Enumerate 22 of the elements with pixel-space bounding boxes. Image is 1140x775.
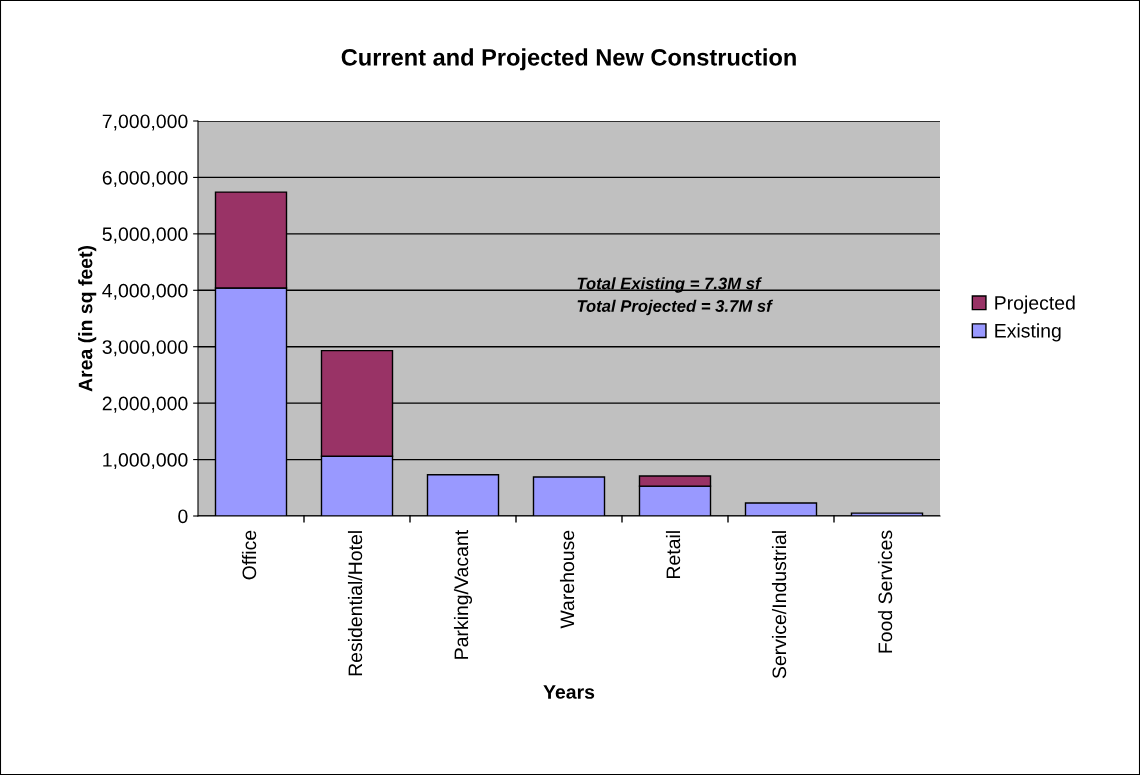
- x-tick-label: Food Services: [877, 530, 893, 653]
- annotation: Total Existing = 7.3M sf: [577, 277, 762, 293]
- x-tick-label: Service/Industrial: [771, 531, 787, 679]
- y-tick-label: 5,000,000: [102, 227, 188, 244]
- y-axis-title: Area (in sq feet): [78, 245, 97, 392]
- chart-title: Current and Projected New Construction: [341, 48, 796, 71]
- y-tick-label: 6,000,000: [102, 170, 188, 187]
- y-tick-label: 2,000,000: [102, 396, 188, 413]
- x-tick-label: Warehouse: [559, 530, 575, 629]
- y-tick-label: 4,000,000: [102, 283, 188, 300]
- y-tick-label: 0: [178, 509, 188, 524]
- y-tick-label: 1,000,000: [103, 453, 188, 470]
- legend-label: Projected: [995, 295, 1075, 314]
- y-tick-label: 7,000,000: [102, 114, 188, 131]
- x-tick-label: Office: [241, 530, 257, 580]
- x-tick-label: Retail: [665, 531, 681, 578]
- x-axis-title: Years: [543, 685, 595, 699]
- annotation: Total Projected = 3.7M sf: [577, 299, 774, 316]
- legend-label: Existing: [995, 323, 1061, 342]
- x-tick-label: Parking/Vacant: [453, 530, 473, 659]
- y-tick-label: 3,000,000: [102, 340, 188, 357]
- x-tick-label: Residential/Hotel: [347, 531, 363, 676]
